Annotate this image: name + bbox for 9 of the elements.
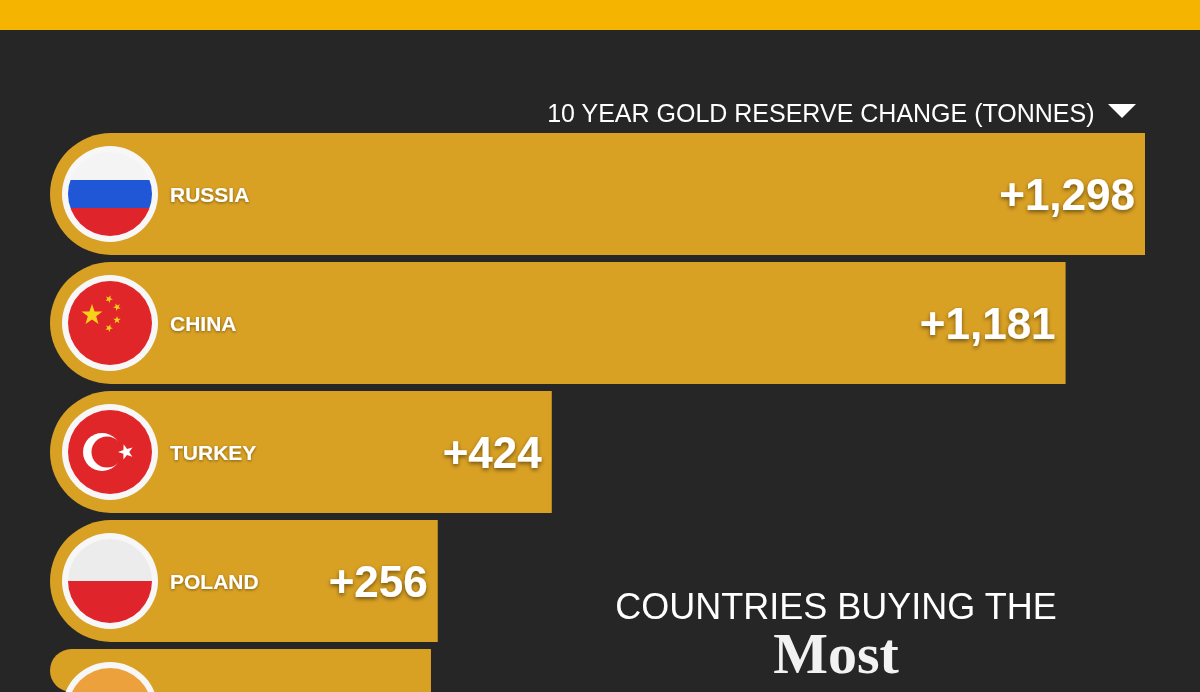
y-tick-label: RUSSIA [170,182,250,206]
data-label: +256 [328,556,428,606]
data-label: +1,181 [919,298,1056,348]
x-axis-title: 10 YEAR GOLD RESERVE CHANGE (TONNES) [547,98,1095,127]
y-tick-label: TURKEY [170,440,257,464]
data-label: +1,298 [999,169,1135,219]
y-tick-label: CHINA [170,311,237,335]
data-label: +424 [442,427,543,477]
y-tick-label: POLAND [170,569,259,593]
